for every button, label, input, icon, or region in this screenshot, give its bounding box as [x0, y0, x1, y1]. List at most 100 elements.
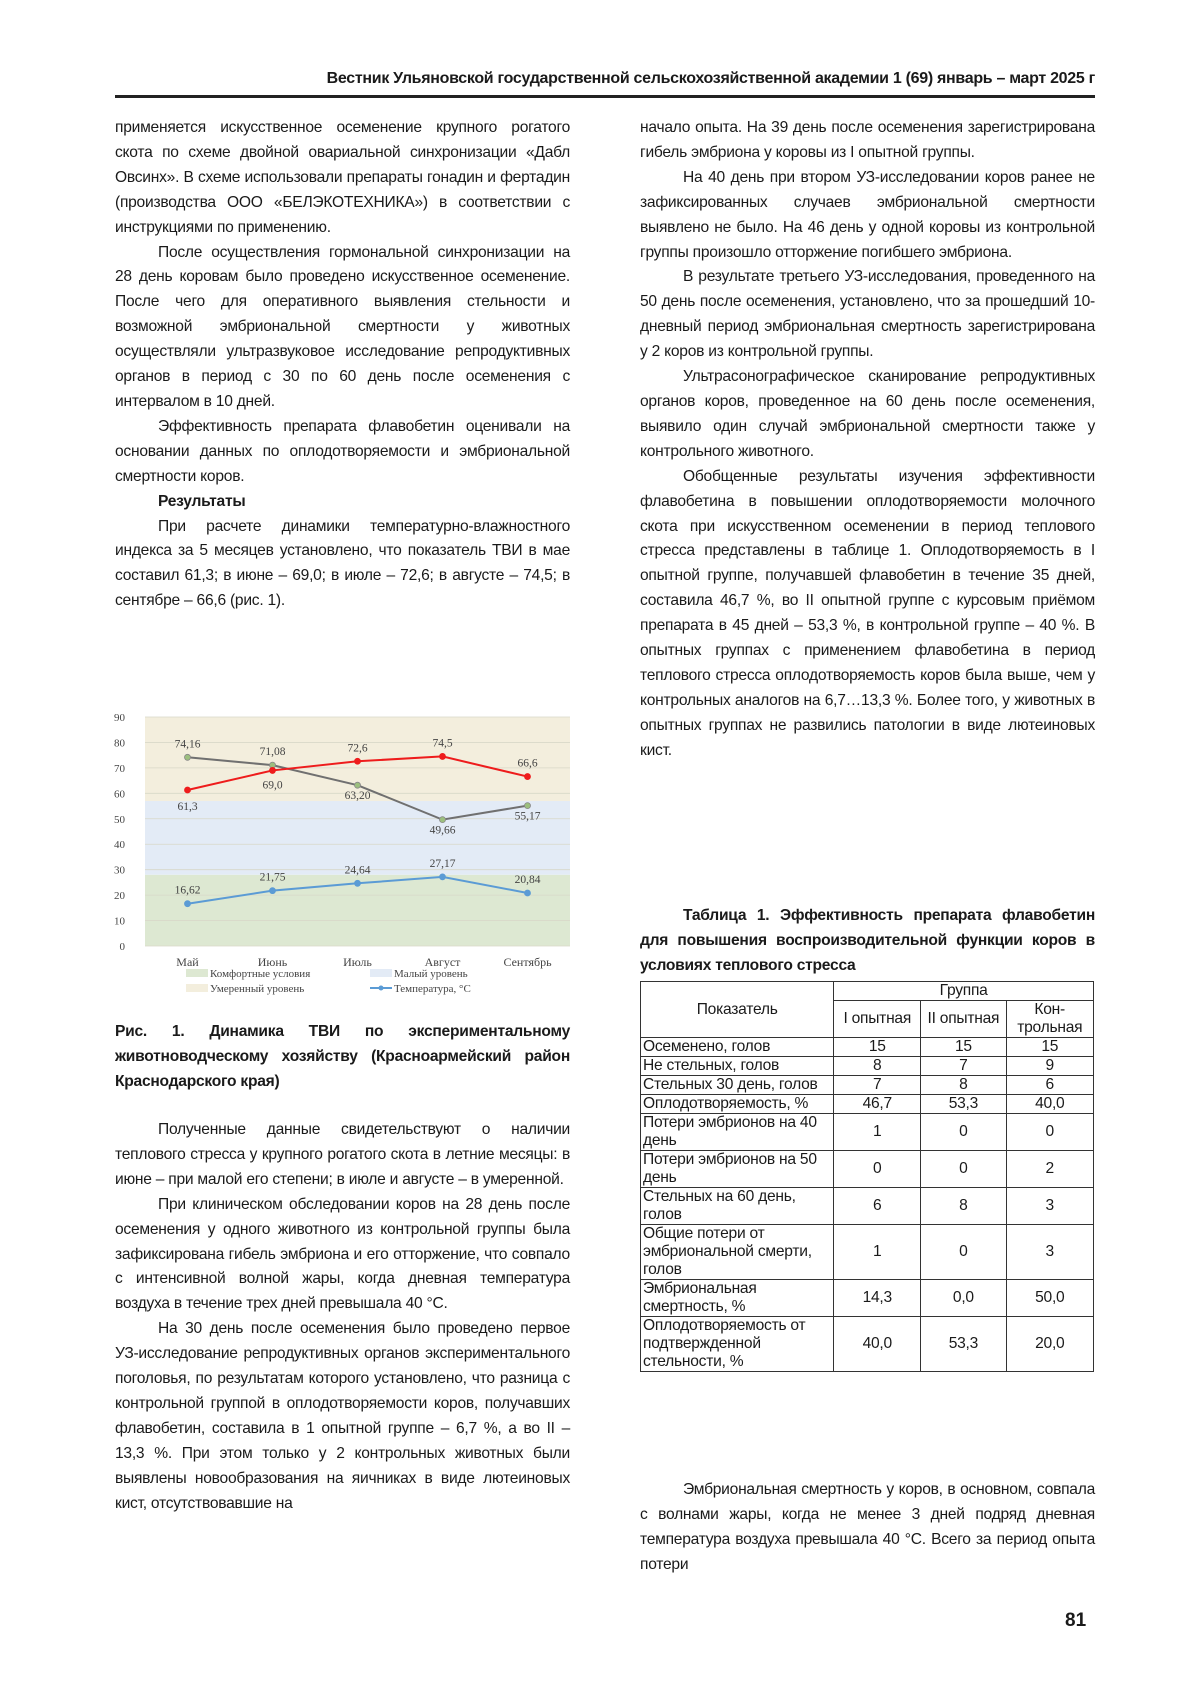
data-point	[525, 890, 531, 896]
table-row: Потери эмбрионов на 50 день002	[641, 1151, 1094, 1188]
cell-value: 0,0	[921, 1280, 1006, 1317]
data-label: 27,17	[430, 858, 456, 870]
cell-value: 0	[921, 1225, 1006, 1280]
data-label: 72,6	[347, 742, 367, 754]
data-point	[270, 888, 276, 894]
row-label: Стельных на 60 день, голов	[641, 1188, 834, 1225]
header-group: Группа	[834, 982, 1094, 1001]
cell-value: 7	[834, 1076, 921, 1095]
paragraph: После осуществления гормональной синхрон…	[115, 241, 570, 415]
data-label: 69,0	[262, 779, 282, 791]
y-tick-label: 60	[114, 788, 126, 800]
data-label: 55,17	[515, 811, 541, 823]
y-tick-label: 30	[114, 865, 126, 877]
y-tick-label: 40	[114, 839, 126, 851]
legend-label: Комфортные условия	[210, 968, 310, 980]
cell-value: 14,3	[834, 1280, 921, 1317]
row-label: Эмбриональная смертность, %	[641, 1280, 834, 1317]
data-label: 74,16	[175, 738, 201, 750]
cell-value: 53,3	[921, 1317, 1006, 1372]
cell-value: 2	[1006, 1151, 1093, 1188]
data-label: 49,66	[430, 825, 456, 837]
data-point	[185, 754, 191, 760]
cell-value: 20,0	[1006, 1317, 1093, 1372]
tvi-line-chart: 0102030405060708090МайИюньИюльАвгустСент…	[108, 705, 578, 1025]
data-label: 20,84	[515, 874, 541, 886]
table-row: Оплодотворяемость от подтвержденной стел…	[641, 1317, 1094, 1372]
row-label: Потери эмбрионов на 50 день	[641, 1151, 834, 1188]
data-point	[440, 753, 446, 759]
cell-value: 40,0	[1006, 1095, 1093, 1114]
cell-value: 3	[1006, 1225, 1093, 1280]
data-point	[355, 758, 361, 764]
cell-value: 46,7	[834, 1095, 921, 1114]
journal-header: Вестник Ульяновской государственной сель…	[115, 70, 1095, 88]
row-label: Потери эмбрионов на 40 день	[641, 1114, 834, 1151]
header-rule	[115, 95, 1095, 98]
cell-value: 53,3	[921, 1095, 1006, 1114]
x-tick-label: Июнь	[258, 955, 288, 969]
paragraph: Ультрасонографическое сканирование репро…	[640, 365, 1095, 465]
table-row: Оплодотворяемость, %46,753,340,0	[641, 1095, 1094, 1114]
x-tick-label: Июль	[343, 955, 372, 969]
cell-value: 6	[1006, 1076, 1093, 1095]
cell-value: 0	[834, 1151, 921, 1188]
data-point	[185, 901, 191, 907]
y-tick-label: 0	[120, 941, 126, 953]
cell-value: 0	[921, 1151, 1006, 1188]
figure-caption: Рис. 1. Динамика ТВИ по экспериментально…	[115, 1020, 570, 1095]
left-column-bottom: Полученные данные свидетельствуют о нали…	[115, 1118, 570, 1517]
cell-value: 3	[1006, 1188, 1093, 1225]
table-row: Общие потери от эмбриональной смерти, го…	[641, 1225, 1094, 1280]
data-point	[270, 767, 276, 773]
data-label: 71,08	[260, 746, 286, 758]
table-row: Осеменено, голов151515	[641, 1038, 1094, 1057]
cell-value: 8	[921, 1076, 1006, 1095]
paragraph: начало опыта. На 39 день после осеменени…	[640, 116, 1095, 166]
table-row: Эмбриональная смертность, %14,30,050,0	[641, 1280, 1094, 1317]
data-point	[440, 817, 446, 823]
legend-swatch	[186, 984, 208, 992]
cell-value: 1	[834, 1114, 921, 1151]
paragraph: применяется искусственное осеменение кру…	[115, 116, 570, 241]
paragraph: На 40 день при втором УЗ-исследовании ко…	[640, 166, 1095, 266]
y-tick-label: 80	[114, 737, 126, 749]
data-point	[525, 774, 531, 780]
row-label: Не стельных, голов	[641, 1057, 834, 1076]
cell-value: 0	[921, 1114, 1006, 1151]
y-tick-label: 50	[114, 814, 126, 826]
paragraph: Эффективность препарата флавобетин оцени…	[115, 415, 570, 490]
paragraph: В результате третьего УЗ-исследования, п…	[640, 265, 1095, 365]
data-label: 16,62	[175, 885, 201, 897]
cell-value: 50,0	[1006, 1280, 1093, 1317]
y-tick-label: 10	[114, 916, 126, 928]
right-column-bottom: Эмбриональная смертность у коров, в осно…	[640, 1478, 1095, 1578]
data-point	[440, 874, 446, 880]
data-point	[355, 782, 361, 788]
data-label: 24,64	[345, 864, 371, 876]
data-label: 74,5	[432, 737, 452, 749]
data-point	[355, 880, 361, 886]
row-label: Оплодотворяемость, %	[641, 1095, 834, 1114]
cell-value: 0	[1006, 1114, 1093, 1151]
y-tick-label: 90	[114, 712, 126, 724]
header-group-1: I опытная	[834, 1001, 921, 1038]
results-table: Показатель Группа I опытная II опыт­ная …	[640, 981, 1094, 1372]
legend-label: Малый уровень	[394, 968, 468, 980]
data-point	[525, 803, 531, 809]
header-group-2: II опыт­ная	[921, 1001, 1006, 1038]
header-indicator: Показатель	[641, 982, 834, 1038]
data-label: 21,75	[260, 872, 286, 884]
row-label: Оплодотворяемость от подтвержденной стел…	[641, 1317, 834, 1372]
x-tick-label: Май	[176, 955, 199, 969]
paragraph: Эмбриональная смертность у коров, в осно…	[640, 1478, 1095, 1578]
legend-swatch	[186, 969, 208, 977]
data-label: 66,6	[517, 758, 537, 770]
right-column-top: начало опыта. На 39 день после осеменени…	[640, 116, 1095, 764]
cell-value: 40,0	[834, 1317, 921, 1372]
paragraph: На 30 день после осеменения было проведе…	[115, 1317, 570, 1516]
data-label: 63,20	[345, 790, 371, 802]
x-tick-label: Август	[425, 955, 462, 969]
legend-label: Температура, °С	[394, 983, 471, 995]
cell-value: 6	[834, 1188, 921, 1225]
